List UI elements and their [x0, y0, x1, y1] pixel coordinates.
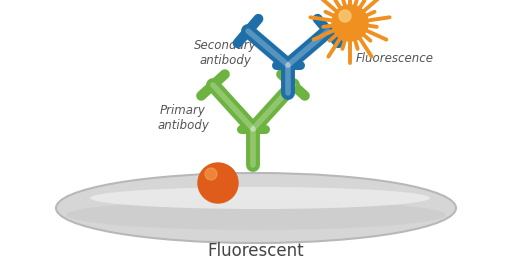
Circle shape [332, 5, 368, 41]
Circle shape [339, 10, 351, 22]
Ellipse shape [56, 173, 456, 243]
Circle shape [198, 163, 238, 203]
Text: Secondary
antibody: Secondary antibody [194, 39, 257, 67]
Text: Fluorescent: Fluorescent [208, 242, 304, 260]
Ellipse shape [66, 200, 446, 230]
Text: Fluorescence: Fluorescence [356, 52, 434, 64]
Ellipse shape [90, 187, 430, 209]
Text: Primary
antibody: Primary antibody [157, 104, 209, 132]
Circle shape [205, 168, 217, 180]
